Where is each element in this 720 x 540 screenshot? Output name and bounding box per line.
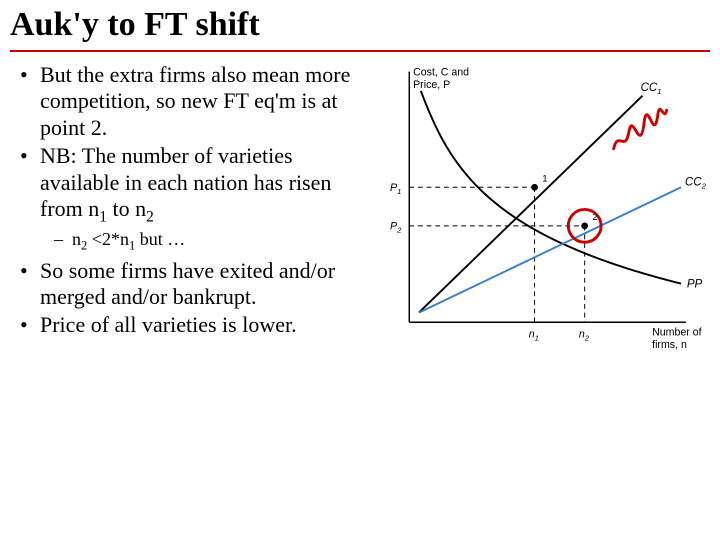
sub-bullet-1: n2 <2*n1 but …: [54, 229, 357, 254]
bullet-3: So some firms have exited and/or merged …: [18, 258, 357, 311]
bullet-1: But the extra firms also mean more compe…: [18, 62, 357, 141]
bullet-2-mid: to n: [107, 196, 146, 221]
y-axis-label-1: Cost, C and: [413, 66, 469, 78]
econ-chart: Cost, C and Price, P Number of firms, n …: [363, 62, 710, 361]
x-axis-label-2: firms, n: [652, 339, 687, 351]
point-1: [531, 184, 538, 191]
chart-bg: [363, 62, 710, 361]
slide-title: Auk'y to FT shift: [10, 6, 710, 52]
sub-mid: <2*n: [87, 229, 129, 249]
pt1-label: 1: [542, 174, 547, 185]
bullet-4: Price of all varieties is lower.: [18, 312, 357, 338]
bullet-2-sub1: 1: [99, 208, 107, 225]
y-axis-label-2: Price, P: [413, 79, 450, 91]
content-row: But the extra firms also mean more compe…: [10, 62, 710, 366]
bullet-2-sub2: 2: [146, 208, 154, 225]
chart-column: Cost, C and Price, P Number of firms, n …: [363, 62, 710, 366]
sub-post: but …: [135, 229, 185, 249]
bullet-2: NB: The number of varieties available in…: [18, 143, 357, 253]
x-axis-label-1: Number of: [652, 327, 702, 339]
text-column: But the extra firms also mean more compe…: [10, 62, 357, 366]
bullet-2-pre: NB: The number of varieties available in…: [40, 143, 331, 221]
point-2: [581, 222, 588, 229]
pp-label: PP: [687, 279, 703, 291]
sub-pre: n: [72, 229, 81, 249]
pt2-label: 2: [592, 212, 597, 223]
